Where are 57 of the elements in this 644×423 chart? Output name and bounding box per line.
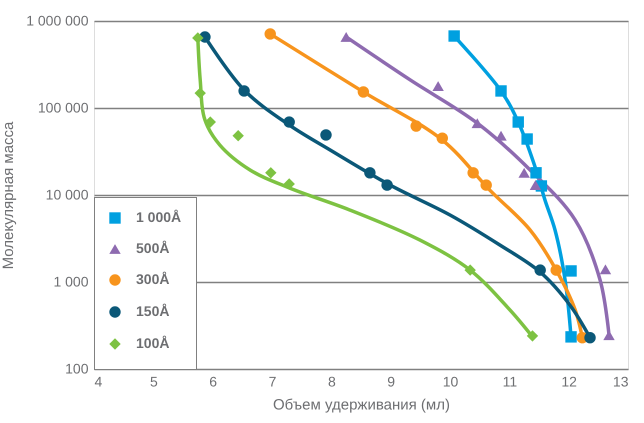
x-tick-label: 5 xyxy=(150,374,158,390)
point xyxy=(410,120,422,132)
point xyxy=(432,81,444,91)
point xyxy=(526,330,538,342)
legend-label: 1 000Å xyxy=(136,209,182,225)
y-tick-label: 1 000 xyxy=(53,274,89,290)
point xyxy=(534,264,546,276)
y-tick-label: 100 xyxy=(65,360,89,376)
y-tick-label: 1 000 000 xyxy=(26,12,89,28)
point xyxy=(480,179,492,191)
x-tick-label: 11 xyxy=(502,374,518,390)
point xyxy=(264,28,276,40)
point xyxy=(495,130,507,141)
legend-label: 100Å xyxy=(136,335,170,351)
x-tick-label: 4 xyxy=(94,374,102,390)
point xyxy=(521,133,533,145)
point xyxy=(530,180,542,190)
point xyxy=(194,87,206,99)
point xyxy=(192,32,204,44)
point xyxy=(358,86,370,98)
point xyxy=(232,130,244,142)
x-tick-label: 10 xyxy=(442,374,458,390)
point xyxy=(512,116,524,128)
point xyxy=(448,30,460,42)
x-tick-label: 6 xyxy=(209,374,218,390)
point xyxy=(472,118,483,128)
point xyxy=(464,264,476,276)
legend-label: 500Å xyxy=(136,240,170,256)
point xyxy=(284,178,295,190)
point xyxy=(381,179,393,191)
x-axis-title: Объем удерживания (мл) xyxy=(273,396,450,414)
point xyxy=(518,168,530,178)
point xyxy=(340,32,352,42)
y-tick-label: 10 000 xyxy=(46,186,89,202)
point xyxy=(265,167,277,178)
point xyxy=(284,116,295,128)
x-tick-label: 13 xyxy=(612,374,629,390)
point xyxy=(600,264,612,274)
point xyxy=(584,332,596,344)
point xyxy=(467,167,479,178)
point xyxy=(364,167,376,178)
point xyxy=(530,167,542,178)
x-tick-label: 9 xyxy=(387,374,396,390)
point xyxy=(238,85,250,97)
point xyxy=(550,264,562,276)
x-tick-label: 7 xyxy=(268,374,277,390)
point xyxy=(436,132,448,144)
legend-label: 300Å xyxy=(136,271,170,287)
legend-label: 150Å xyxy=(136,303,170,319)
point xyxy=(565,331,577,343)
x-tick-label: 12 xyxy=(561,374,578,390)
y-axis-title: Молекулярная масса xyxy=(0,120,18,270)
point xyxy=(565,265,577,277)
point xyxy=(320,129,332,141)
point xyxy=(495,85,507,97)
y-tick-label: 100 000 xyxy=(38,100,89,116)
x-tick-label: 8 xyxy=(328,374,336,390)
